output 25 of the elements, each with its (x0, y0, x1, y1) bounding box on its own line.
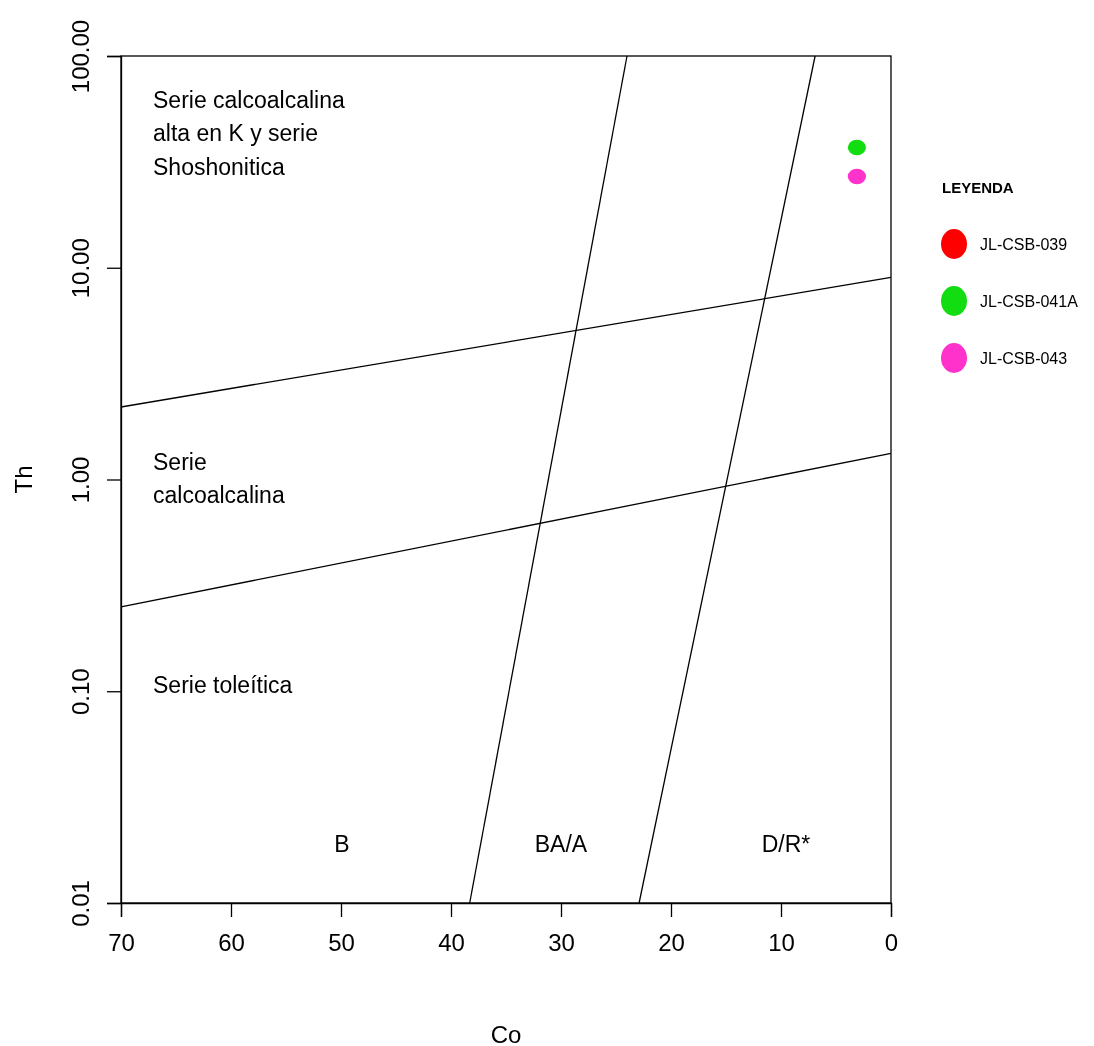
y-tick-label: 10.00 (67, 238, 94, 299)
x-tick-label: 30 (548, 929, 575, 957)
y-tick-label: 0.01 (67, 880, 94, 927)
annotation: B (334, 831, 350, 857)
x-tick-label: 70 (108, 929, 135, 957)
legend-label: JL-CSB-039 (980, 236, 1068, 253)
x-tick-label: 20 (658, 929, 685, 957)
legend-title: LEYENDA (942, 179, 1014, 196)
annotation: BA/A (534, 831, 588, 857)
annotation: D/R* (761, 831, 811, 857)
legend-label: JL-CSB-043 (980, 350, 1068, 367)
x-tick-label: 60 (218, 929, 245, 957)
legend-label: JL-CSB-041A (980, 293, 1079, 310)
y-axis-title: Th (10, 465, 37, 494)
y-tick-label: 1.00 (67, 456, 94, 504)
x-tick-label: 0 (884, 929, 899, 957)
x-tick-label: 40 (438, 929, 465, 957)
x-axis-title: Co (490, 1021, 522, 1046)
annotation: Serie calcoalcalina alta en K y serie Shoshonitica (153, 87, 345, 180)
x-tick-label: 50 (328, 929, 355, 957)
x-tick-label: 10 (768, 929, 795, 957)
annotation: Serie calcoalcalina (153, 449, 285, 509)
y-tick-label: 100.00 (67, 19, 94, 94)
y-tick-label: 0.10 (67, 668, 94, 716)
annotation: Serie toleítica (153, 672, 293, 698)
